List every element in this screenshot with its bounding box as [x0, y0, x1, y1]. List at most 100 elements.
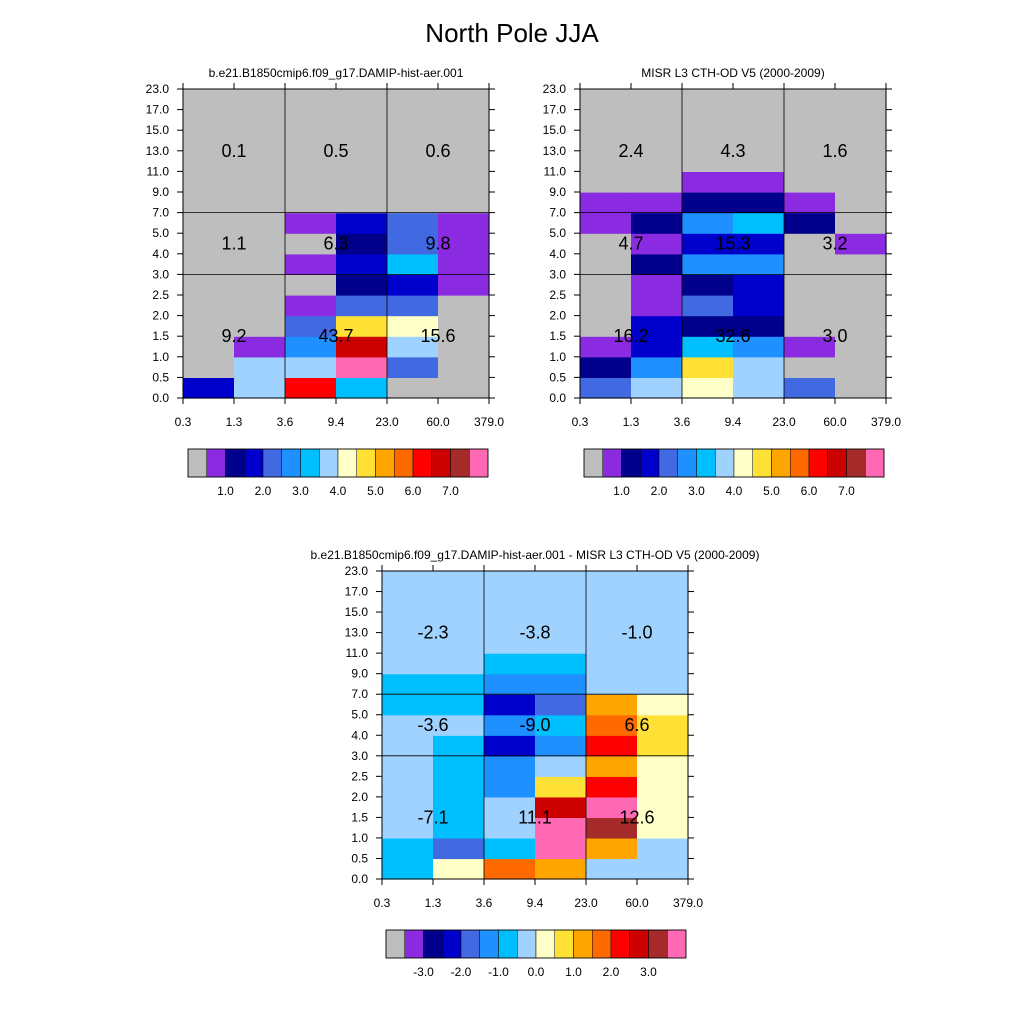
heatmap-cell — [535, 755, 587, 777]
heatmap-cell — [433, 571, 485, 593]
y-tick-label: 3.0 — [351, 749, 368, 763]
heatmap-cell — [631, 150, 683, 172]
heatmap-cell — [387, 109, 439, 131]
y-tick-label: 0.0 — [152, 391, 169, 405]
heatmap-cell — [733, 192, 785, 214]
colorbar-swatch — [431, 448, 451, 478]
y-tick-label: 5.0 — [549, 226, 566, 240]
group-total-label: 1.1 — [221, 234, 246, 254]
heatmap-cell — [285, 192, 337, 214]
heatmap-cell — [234, 109, 286, 131]
colorbar-swatch — [404, 929, 424, 959]
y-tick-label: 1.0 — [351, 831, 368, 845]
x-tick-label: 0.3 — [175, 415, 192, 429]
heatmap-cell — [586, 571, 638, 593]
x-tick-label: 379.0 — [673, 896, 703, 910]
heatmap-cell — [682, 109, 734, 131]
colorbar-swatch — [206, 448, 226, 478]
heatmap-cell — [535, 591, 587, 613]
heatmap-cell — [484, 612, 536, 634]
colorbar-swatch — [583, 448, 603, 478]
heatmap-cell — [586, 612, 638, 634]
heatmap-cell — [433, 837, 485, 860]
y-tick-label: 1.0 — [549, 350, 566, 364]
heatmap-cell — [484, 796, 536, 818]
heatmap-cell — [484, 735, 536, 757]
colorbar-label: 6.0 — [405, 484, 422, 498]
heatmap-cell — [637, 735, 689, 757]
heatmap-cell — [382, 653, 434, 675]
heatmap-cell — [535, 735, 587, 757]
colorbar-swatch — [244, 448, 264, 478]
panel-observation: MISR L3 CTH-OD V5 (2000-2009) 0.0 0.5 1.0 1.… — [543, 66, 902, 429]
heatmap-cell — [535, 632, 587, 654]
heatmap-cell — [183, 356, 235, 378]
group-total-label: -1.0 — [621, 623, 652, 643]
heatmap-cell — [336, 212, 388, 234]
heatmap-cell — [234, 295, 286, 317]
heatmap-cell — [234, 212, 286, 234]
colorbar-swatch — [790, 448, 810, 478]
heatmap-cell — [387, 274, 439, 296]
y-tick-label: 15.0 — [345, 605, 369, 619]
heatmap-cell — [586, 653, 638, 675]
group-total-label: 9.8 — [425, 234, 450, 254]
heatmap-cell — [484, 653, 536, 675]
y-tick-label: 1.0 — [152, 350, 169, 364]
heatmap-cell — [484, 858, 536, 880]
y-tick-label: 1.5 — [351, 810, 368, 824]
group-total-label: 0.5 — [323, 141, 348, 161]
heatmap-cell — [183, 233, 235, 255]
heatmap-cell — [438, 150, 490, 172]
colorbar-label: 5.0 — [367, 484, 384, 498]
heatmap-cell — [484, 755, 536, 777]
heatmap-cell — [438, 109, 490, 131]
heatmap-cell — [631, 109, 683, 131]
heatmap-cell — [438, 377, 490, 399]
heatmap-cell — [433, 632, 485, 654]
heatmap-cell — [387, 150, 439, 172]
heatmap-cell — [234, 274, 286, 296]
heatmap-cell — [733, 212, 785, 234]
colorbar-swatch — [733, 448, 753, 478]
heatmap-cell — [682, 356, 734, 378]
colorbar-swatch — [412, 448, 432, 478]
heatmap-cell — [484, 776, 536, 798]
colorbar-swatch — [648, 929, 668, 959]
heatmap-cell — [433, 817, 485, 839]
group-total-label: 11.1 — [518, 807, 552, 827]
heatmap-cell — [183, 212, 235, 234]
heatmap-cell — [631, 253, 683, 275]
colorbar-label: 4.0 — [726, 484, 743, 498]
heatmap-cell — [535, 837, 587, 860]
heatmap-cell — [438, 171, 490, 193]
heatmap-cell — [234, 377, 286, 399]
heatmap-cell — [433, 796, 485, 818]
heatmap-cell — [535, 714, 587, 736]
colorbar-swatch — [677, 448, 697, 478]
heatmap-cell — [631, 171, 683, 193]
heatmap-cell — [535, 571, 587, 593]
y-tick-label: 17.0 — [345, 585, 369, 599]
heatmap-cell — [285, 89, 337, 111]
x-tick-label: 379.0 — [474, 415, 504, 429]
heatmap-cell — [637, 612, 689, 634]
heatmap-cell — [631, 356, 683, 378]
heatmap-cell — [682, 377, 734, 399]
heatmap-cell — [682, 130, 734, 152]
heatmap-cell — [336, 253, 388, 275]
colorbar-swatch — [696, 448, 716, 478]
x-tick-label: 1.3 — [226, 415, 243, 429]
heatmap-cell — [387, 336, 439, 358]
heatmap-cell — [438, 356, 490, 378]
heatmap-cell — [387, 130, 439, 152]
heatmap-cell — [382, 755, 434, 777]
figure-title: North Pole JJA — [425, 18, 599, 48]
heatmap-cell — [580, 377, 632, 399]
heatmap-cell — [580, 233, 632, 255]
heatmap-cell — [586, 735, 638, 757]
y-tick-label: 4.0 — [549, 247, 566, 261]
group-total-label: 12.6 — [619, 807, 654, 827]
colorbar-swatch — [479, 929, 499, 959]
heatmap-cell — [733, 171, 785, 193]
